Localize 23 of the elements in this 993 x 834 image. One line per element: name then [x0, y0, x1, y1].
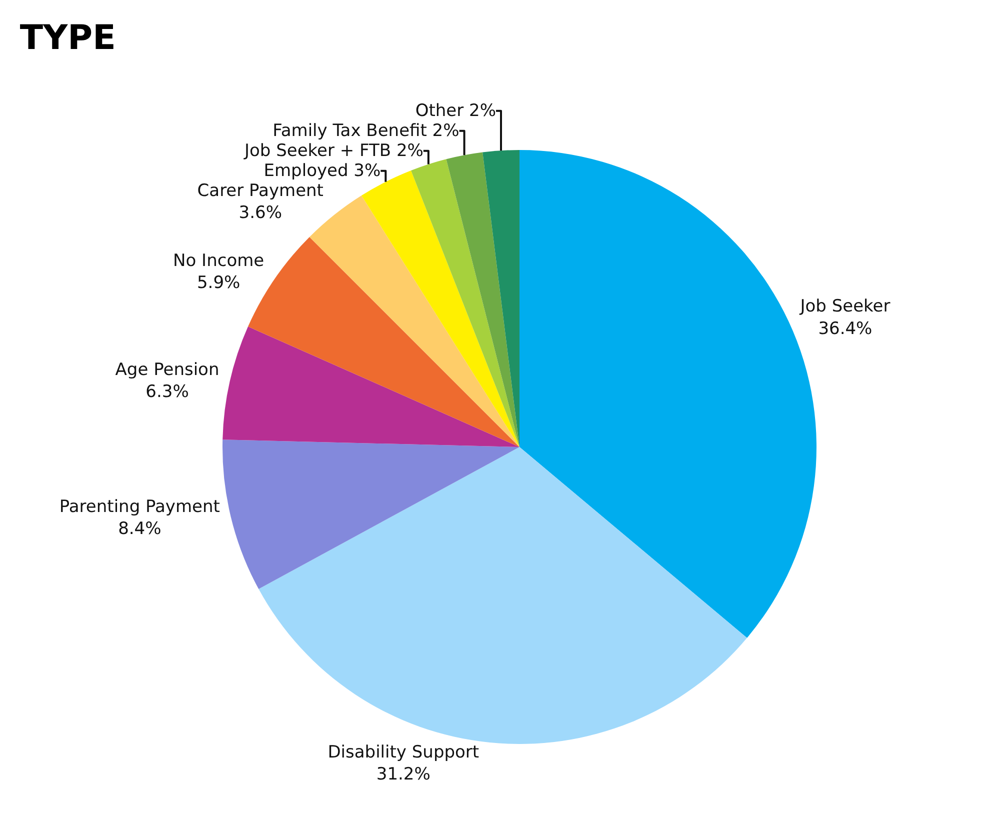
slice-label: Job Seeker [799, 296, 890, 317]
slice-label: Disability Support [328, 742, 480, 762]
slice-label: Age Pension [115, 360, 220, 380]
slice-label: Job Seeker + FTB 2% [243, 140, 424, 161]
pie-slice [222, 440, 520, 590]
data-label: 31.2% [376, 764, 430, 784]
pie-slice [222, 326, 520, 447]
chart-title: TYPE [20, 18, 116, 58]
slice-label: Carer Payment [197, 180, 324, 201]
data-label: 36.4% [818, 318, 872, 339]
slice-label: Other 2% [415, 100, 496, 121]
pie-slice [258, 447, 748, 744]
data-label: 5.9% [196, 273, 240, 294]
data-label: 8.4% [118, 518, 162, 539]
data-label: 6.3% [146, 382, 189, 402]
pie-slice [482, 150, 520, 447]
pie-slice [446, 152, 520, 447]
slice-label: Family Tax Benefit 2% [272, 120, 460, 141]
pie-slice [410, 159, 520, 447]
slice-label: Employed 3% [264, 160, 381, 181]
slice-label: No Income [173, 251, 264, 272]
data-label: 3.6% [238, 202, 282, 223]
slice-label: Parenting Payment [59, 496, 220, 517]
